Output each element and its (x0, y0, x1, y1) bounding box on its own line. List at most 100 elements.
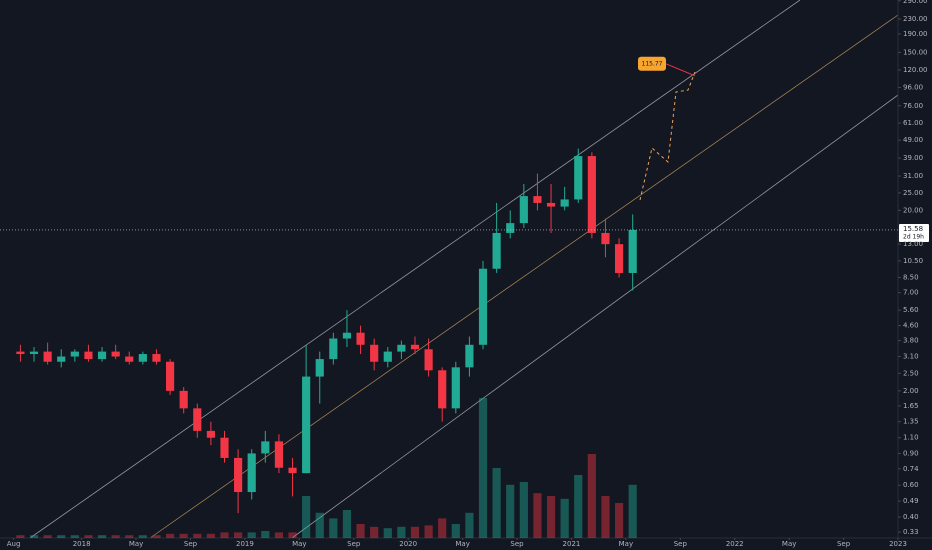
candle-body (29, 351, 39, 355)
volume-bar (614, 503, 624, 538)
y-tick-label: 31.00 (903, 172, 923, 180)
volume-bar (424, 525, 433, 538)
volume-bar (261, 531, 270, 538)
volume-bar (451, 524, 460, 538)
candle-body (125, 356, 134, 362)
candle-layer (16, 148, 637, 514)
volume-bar (302, 496, 311, 538)
y-tick-label: 3.10 (903, 353, 919, 361)
candle-body (70, 351, 79, 357)
y-tick-label: 76.00 (903, 102, 923, 110)
y-tick-label: 2.50 (903, 369, 919, 377)
candle-body (546, 202, 556, 207)
candle-body (465, 344, 474, 368)
y-tick-label: 0.74 (903, 465, 919, 473)
countdown-label: 2d 19h (903, 233, 924, 240)
y-tick-label: 2.00 (903, 387, 919, 395)
y-tick-label: 3.80 (903, 337, 919, 345)
candle-body (478, 268, 488, 345)
volume-bar (138, 535, 147, 538)
candle-body (560, 199, 569, 207)
volume-bar (342, 510, 352, 538)
volume-bar (315, 512, 324, 538)
candle-body (234, 457, 243, 493)
candle-body (84, 351, 93, 360)
volume-bar (234, 532, 243, 538)
x-tick-label: 2022 (726, 540, 744, 548)
x-tick-label: May (129, 540, 143, 548)
channel (29, 0, 899, 539)
candle-body (220, 437, 229, 458)
volume-bar (465, 512, 474, 538)
candle-body (206, 430, 215, 438)
y-tick-label: 230.00 (903, 15, 928, 23)
candle-body (152, 354, 161, 362)
volume-bar (16, 535, 25, 538)
x-tick-label: Sep (837, 540, 851, 548)
volume-layer (16, 398, 637, 538)
volume-bar (125, 535, 134, 538)
volume-bar (274, 532, 284, 538)
x-tick-label: May (619, 540, 633, 548)
volume-bar (587, 454, 596, 538)
volume-bar (70, 535, 79, 538)
candle-body (506, 223, 515, 233)
candle-body (356, 332, 365, 345)
volume-bar (247, 532, 256, 538)
x-tick-label: 2019 (236, 540, 254, 548)
x-tick-label: Aug (7, 540, 21, 548)
volume-bar (383, 528, 392, 538)
y-tick-label: 0.60 (903, 481, 919, 489)
candle-body (451, 367, 460, 409)
volume-bar (111, 535, 120, 538)
x-tick-label: Sep (510, 540, 524, 548)
volume-bar (288, 532, 297, 538)
channel-upper (29, 0, 801, 539)
volume-bar (43, 535, 52, 538)
y-tick-label: 39.00 (903, 154, 923, 162)
target-label: 115.77 (642, 60, 663, 67)
candle-body (397, 344, 406, 352)
volume-bar (397, 526, 406, 538)
candle-body (342, 332, 352, 339)
x-tick-label: 2018 (73, 540, 91, 548)
target-badge (638, 56, 666, 71)
candle-body (628, 229, 637, 273)
x-tick-label: Sep (184, 540, 198, 548)
y-tick-label: 0.49 (903, 497, 919, 505)
volume-bar (478, 398, 488, 538)
y-tick-label: 150.00 (903, 48, 928, 56)
last-price-badge (899, 223, 929, 242)
candle-body (288, 467, 297, 474)
candle-body (370, 344, 379, 362)
x-tick-label: 2021 (563, 540, 581, 548)
candle-body (601, 232, 610, 245)
candle-body (383, 351, 392, 362)
y-tick-label: 190.00 (903, 30, 928, 38)
x-tick-label: May (292, 540, 306, 548)
volume-bar (506, 484, 515, 538)
candle-body (274, 441, 284, 468)
channel-middle (149, 14, 899, 539)
candle-body (16, 351, 25, 355)
candle-body (329, 338, 338, 360)
volume-bar (438, 518, 447, 538)
candle-body (261, 441, 270, 454)
channel-lower (291, 94, 899, 539)
volume-bar (57, 535, 66, 538)
y-tick-label: 120.00 (903, 66, 928, 74)
candle-body (138, 354, 147, 362)
y-tick-label: 7.00 (903, 289, 919, 297)
volume-bar (410, 526, 420, 538)
volume-bar (546, 496, 556, 538)
candle-body (492, 232, 501, 269)
candle-body (315, 359, 324, 377)
volume-bar (519, 482, 528, 538)
x-tick-label: Sep (674, 540, 688, 548)
y-tick-label: 13.00 (903, 240, 923, 248)
candle-body (574, 156, 583, 200)
candle-body (614, 244, 624, 273)
x-tick-label: 2020 (399, 540, 417, 548)
projection-path (639, 71, 696, 201)
